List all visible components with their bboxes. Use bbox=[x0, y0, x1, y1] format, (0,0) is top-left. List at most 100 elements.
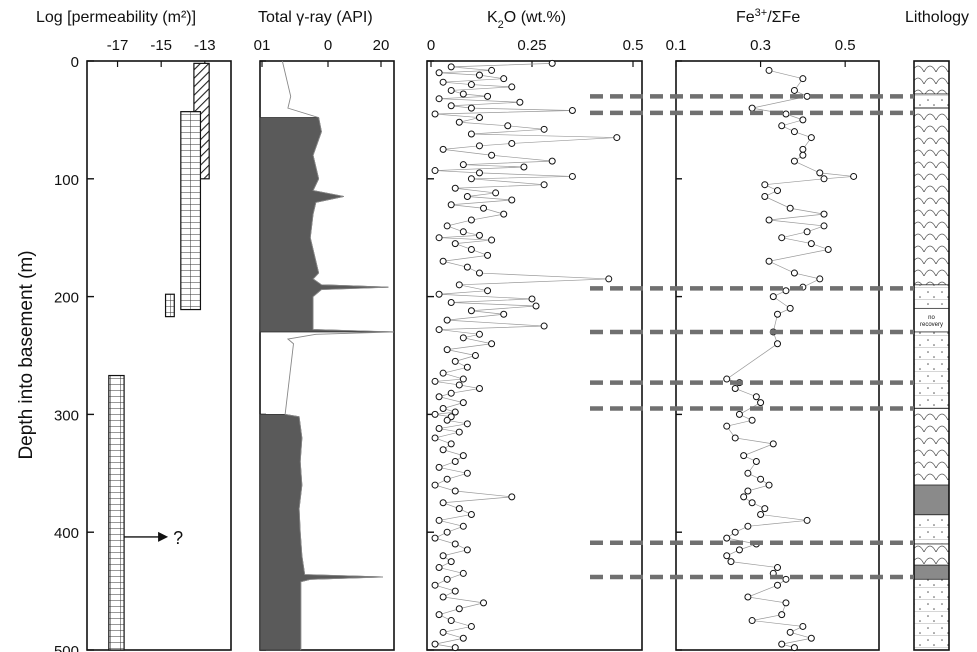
k2o-point bbox=[431, 581, 439, 589]
gamma-ray-area bbox=[259, 117, 395, 333]
k2o-connector bbox=[433, 63, 617, 648]
k2o-point bbox=[568, 172, 576, 180]
fe-ratio-point bbox=[786, 304, 794, 312]
k2o-point bbox=[435, 234, 443, 242]
lithology-unit bbox=[913, 408, 950, 486]
fe-ratio-point bbox=[748, 416, 756, 424]
k2o-point bbox=[568, 106, 576, 114]
k2o-point bbox=[605, 275, 613, 283]
k2o-point bbox=[447, 440, 455, 448]
k2o-point bbox=[532, 302, 540, 310]
k2o-point bbox=[459, 90, 467, 98]
fe-ratio-point bbox=[807, 134, 815, 142]
k2o-point bbox=[447, 389, 455, 397]
fe-ratio-point bbox=[807, 634, 815, 642]
fe-ratio-point bbox=[735, 546, 743, 554]
fe-ratio-point bbox=[774, 581, 781, 589]
lithology-unit bbox=[913, 93, 950, 109]
fe-ratio-point bbox=[761, 505, 769, 513]
depth-tick-label: 400 bbox=[54, 525, 79, 542]
fe-ratio-point bbox=[769, 293, 777, 301]
k2o-point bbox=[500, 310, 508, 318]
k2o-point bbox=[488, 151, 496, 159]
k2o-point bbox=[500, 75, 508, 83]
fe-ratio-point bbox=[740, 493, 748, 501]
gamma-ray-tick-label: 20 bbox=[373, 37, 390, 54]
k2o-point bbox=[508, 83, 516, 91]
fe-ratio-point bbox=[757, 511, 765, 519]
k2o-point bbox=[467, 307, 475, 315]
fe-ratio-point bbox=[765, 216, 773, 224]
fe-ratio-point bbox=[723, 422, 731, 430]
fe-ratio-point bbox=[744, 469, 752, 477]
gamma-ray-area bbox=[259, 414, 383, 651]
fe-ratio-point bbox=[740, 452, 748, 460]
lithology-unit bbox=[913, 564, 950, 580]
k2o-point bbox=[467, 130, 475, 138]
k2o-point bbox=[443, 416, 451, 424]
permeability-bar bbox=[180, 111, 202, 311]
k2o-point bbox=[528, 295, 536, 303]
k2o-point bbox=[467, 245, 475, 253]
fe-ratio-point bbox=[774, 310, 781, 318]
k2o-point bbox=[463, 363, 471, 371]
k2o-point bbox=[459, 161, 467, 169]
k2o-point bbox=[443, 346, 451, 354]
fe-ratio-point bbox=[731, 434, 739, 442]
k2o-tick-label: 0 bbox=[427, 37, 435, 54]
fe-ratio-tick-label: 0.1 bbox=[666, 37, 687, 54]
fe-ratio-point bbox=[799, 622, 807, 630]
k2o-point bbox=[439, 446, 447, 454]
lithology-title: Lithology bbox=[905, 9, 969, 26]
k2o-point bbox=[475, 71, 483, 79]
k2o-point bbox=[459, 375, 467, 383]
k2o-point bbox=[475, 384, 483, 392]
depth-tick-label: 500 bbox=[54, 643, 79, 652]
k2o-point bbox=[540, 125, 548, 133]
k2o-point bbox=[459, 522, 467, 530]
k2o-point bbox=[451, 487, 459, 495]
k2o-point bbox=[435, 95, 443, 103]
fe-ratio-point bbox=[752, 458, 760, 466]
k2o-point bbox=[439, 78, 447, 86]
k2o-point bbox=[455, 381, 463, 389]
fe-ratio-panel: 0.1 0.3 0.5 bbox=[666, 37, 858, 652]
lithology-unit bbox=[913, 60, 950, 95]
permeability-bar bbox=[164, 293, 175, 318]
y-axis-label: Depth into basement (m) bbox=[16, 250, 37, 459]
fe-ratio-point bbox=[723, 534, 731, 542]
gamma-ray-frame bbox=[259, 60, 395, 651]
k2o-point bbox=[459, 569, 467, 577]
k2o-point bbox=[467, 175, 475, 183]
fe-ratio-point bbox=[778, 640, 786, 648]
k2o-point bbox=[463, 263, 471, 271]
k2o-point bbox=[492, 189, 500, 197]
fe-ratio-point bbox=[774, 340, 781, 348]
depth-tick-label: 100 bbox=[54, 172, 79, 189]
fe-ratio-point bbox=[765, 257, 773, 265]
k2o-point bbox=[447, 298, 455, 306]
k2o-point bbox=[467, 216, 475, 224]
k2o-point bbox=[443, 475, 451, 483]
fe-ratio-point bbox=[723, 552, 731, 560]
boundary-lines bbox=[590, 94, 914, 580]
fe-ratio-point bbox=[790, 86, 798, 94]
k2o-point bbox=[439, 257, 447, 265]
k2o-point bbox=[447, 63, 455, 71]
k2o-point bbox=[508, 139, 516, 147]
k2o-point bbox=[431, 434, 439, 442]
k2o-point bbox=[467, 104, 475, 112]
fe-ratio-point bbox=[761, 192, 769, 200]
depth-tick-label: 0 bbox=[71, 54, 79, 71]
fe-ratio-point bbox=[748, 499, 756, 507]
k2o-point bbox=[484, 251, 492, 259]
k2o-point bbox=[484, 92, 492, 100]
fe-ratio-point bbox=[778, 234, 786, 242]
fe-ratio-point bbox=[799, 116, 807, 124]
k2o-point bbox=[475, 142, 483, 150]
k2o-point bbox=[475, 269, 483, 277]
k2o-point bbox=[471, 352, 479, 359]
fe-ratio-point bbox=[723, 375, 731, 383]
k2o-frame bbox=[426, 60, 643, 651]
